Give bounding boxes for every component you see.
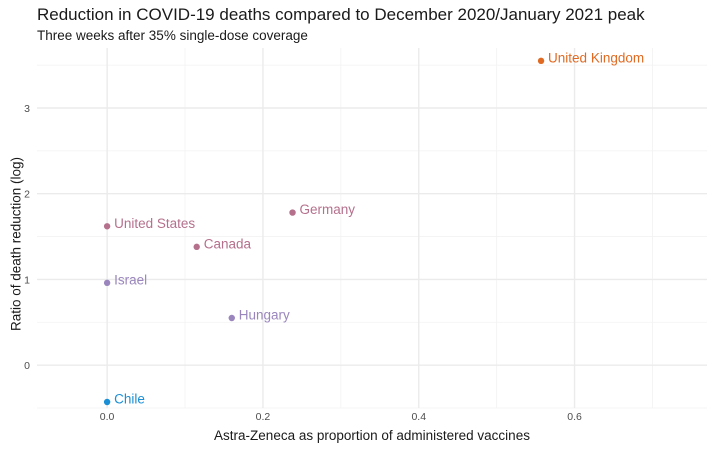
data-point	[193, 243, 200, 251]
data-point	[228, 314, 235, 322]
x-axis-label: Astra-Zeneca as proportion of administer…	[214, 428, 530, 443]
x-axis-ticks: 0.0 0.2 0.4 0.6	[100, 411, 582, 423]
chart-subtitle: Three weeks after 35% single-dose covera…	[37, 28, 308, 43]
y-axis-label: Ratio of death reduction (log)	[8, 156, 24, 332]
y-axis-ticks: 0 1 2 3	[24, 103, 30, 372]
data-point	[537, 57, 545, 65]
y-tick-label: 0	[24, 360, 30, 372]
point-label: Israel	[114, 272, 147, 287]
point-label: Chile	[114, 392, 145, 407]
x-tick-label: 0.2	[256, 411, 271, 423]
y-tick-label: 2	[24, 189, 30, 201]
y-tick-label: 3	[24, 103, 30, 115]
point-labels: United Kingdom Germany United States Canada…	[114, 50, 644, 406]
point-label: United Kingdom	[548, 50, 644, 65]
y-tick-label: 1	[24, 274, 30, 286]
chart-title: Reduction in COVID-19 deaths compared to…	[37, 5, 645, 24]
point-label: Canada	[204, 236, 252, 251]
point-label: Germany	[300, 202, 356, 217]
data-points	[103, 57, 545, 406]
point-label: United States	[114, 216, 195, 231]
data-point	[289, 209, 296, 216]
data-point	[103, 279, 111, 287]
x-tick-label: 0.4	[411, 411, 426, 423]
data-point	[103, 223, 111, 230]
point-label: Hungary	[239, 308, 290, 323]
data-point	[103, 398, 111, 406]
x-tick-label: 0.0	[100, 411, 115, 423]
x-tick-label: 0.6	[567, 411, 582, 423]
